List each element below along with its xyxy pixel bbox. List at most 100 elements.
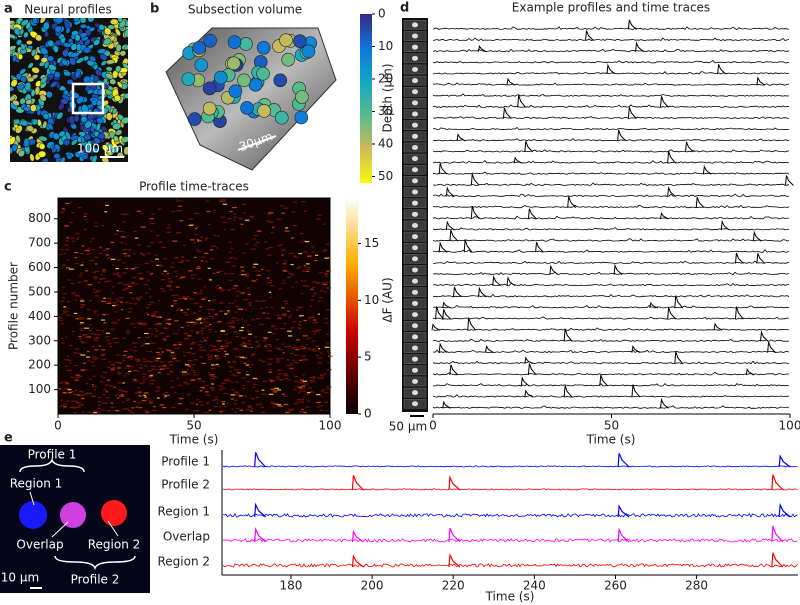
heat-event: [213, 405, 218, 408]
heat-event: [211, 389, 215, 391]
heat-event: [219, 287, 222, 289]
heat-event: [277, 317, 282, 319]
heat-event: [102, 371, 108, 373]
heat-event: [74, 294, 79, 296]
cell: [42, 113, 50, 120]
heat-event: [110, 258, 116, 260]
heat-event: [267, 363, 273, 365]
heat-event: [239, 344, 243, 346]
heat-event: [280, 205, 284, 207]
heat-event: [136, 360, 140, 363]
heat-event: [97, 404, 101, 407]
cell: [23, 137, 30, 147]
heat-event: [133, 379, 137, 381]
heat-event: [119, 230, 124, 233]
heat-event: [159, 361, 165, 363]
cell: [40, 76, 48, 85]
heat-event: [108, 300, 112, 302]
heat-event: [221, 289, 225, 291]
heat-event: [317, 214, 322, 216]
heat-event: [321, 375, 324, 377]
heat-event: [110, 241, 115, 243]
heat-event: [90, 361, 95, 363]
heat-event: [147, 376, 153, 378]
cell: [113, 135, 120, 143]
heat-event: [285, 227, 289, 229]
heat-event: [125, 372, 130, 374]
heat-event: [128, 249, 132, 251]
cell: [20, 19, 29, 27]
thumbnail-cell: [412, 245, 418, 251]
heat-event: [286, 276, 292, 279]
heat-event: [224, 406, 227, 408]
heat-event: [250, 410, 253, 412]
heat-event: [75, 295, 79, 297]
cell: [55, 18, 64, 24]
heat-event: [200, 332, 204, 335]
heat-event: [198, 240, 202, 242]
heat-event: [203, 286, 206, 288]
heat-event: [137, 299, 141, 301]
heat-event: [103, 314, 106, 317]
trace-baseline: [432, 260, 790, 264]
heat-event: [221, 401, 226, 403]
trace-peak: [717, 64, 726, 75]
heat-event: [80, 272, 83, 274]
trace-peak: [445, 220, 455, 231]
heat-event: [194, 273, 197, 276]
trace-baseline: [432, 338, 790, 342]
heat-event: [128, 356, 133, 358]
heat-event: [167, 349, 172, 352]
colorbar-tick-label: 10: [378, 39, 393, 53]
trace-peak: [784, 175, 794, 186]
heat-event: [204, 411, 209, 413]
cell: [81, 153, 89, 160]
heat-event: [75, 348, 80, 350]
heat-event: [262, 380, 267, 382]
heat-event: [322, 250, 327, 252]
heat-event: [117, 382, 122, 384]
heat-event: [205, 237, 209, 239]
trace-baseline: [222, 512, 798, 518]
heat-event: [102, 402, 108, 404]
heat-event: [283, 300, 288, 302]
heat-event: [165, 319, 169, 321]
cell: [91, 147, 99, 153]
heat-event: [248, 304, 252, 306]
heat-event: [58, 382, 63, 384]
heat-event: [319, 374, 323, 376]
heat-event: [104, 211, 108, 213]
heat-event: [169, 364, 174, 366]
heat-event: [95, 337, 99, 340]
heat-event: [105, 313, 110, 316]
heat-event: [106, 339, 110, 341]
heat-event: [102, 269, 106, 271]
heat-event: [304, 240, 310, 243]
cell: [42, 120, 48, 129]
heat-event: [219, 310, 224, 312]
cell: [30, 89, 36, 97]
heat-event: [202, 297, 208, 299]
heat-event: [86, 309, 91, 311]
heat-event: [297, 392, 301, 394]
heat-event: [93, 291, 99, 293]
brace: [19, 457, 85, 473]
heat-event: [241, 270, 245, 272]
heat-event: [158, 241, 163, 243]
heat-event: [266, 277, 270, 279]
heat-event: [161, 290, 167, 292]
heat-event: [297, 306, 303, 308]
heat-event: [193, 374, 198, 376]
heat-event: [302, 396, 305, 399]
heat-event: [234, 331, 239, 333]
heat-event: [166, 227, 171, 229]
heat-event: [93, 333, 98, 335]
heat-event: [190, 239, 195, 241]
heat-event: [327, 287, 331, 289]
heat-event: [191, 277, 195, 280]
cell: [83, 134, 92, 141]
heat-event: [259, 300, 264, 302]
heat-event: [298, 266, 302, 268]
heat-event: [262, 361, 266, 363]
overlap-blob: [60, 502, 86, 528]
